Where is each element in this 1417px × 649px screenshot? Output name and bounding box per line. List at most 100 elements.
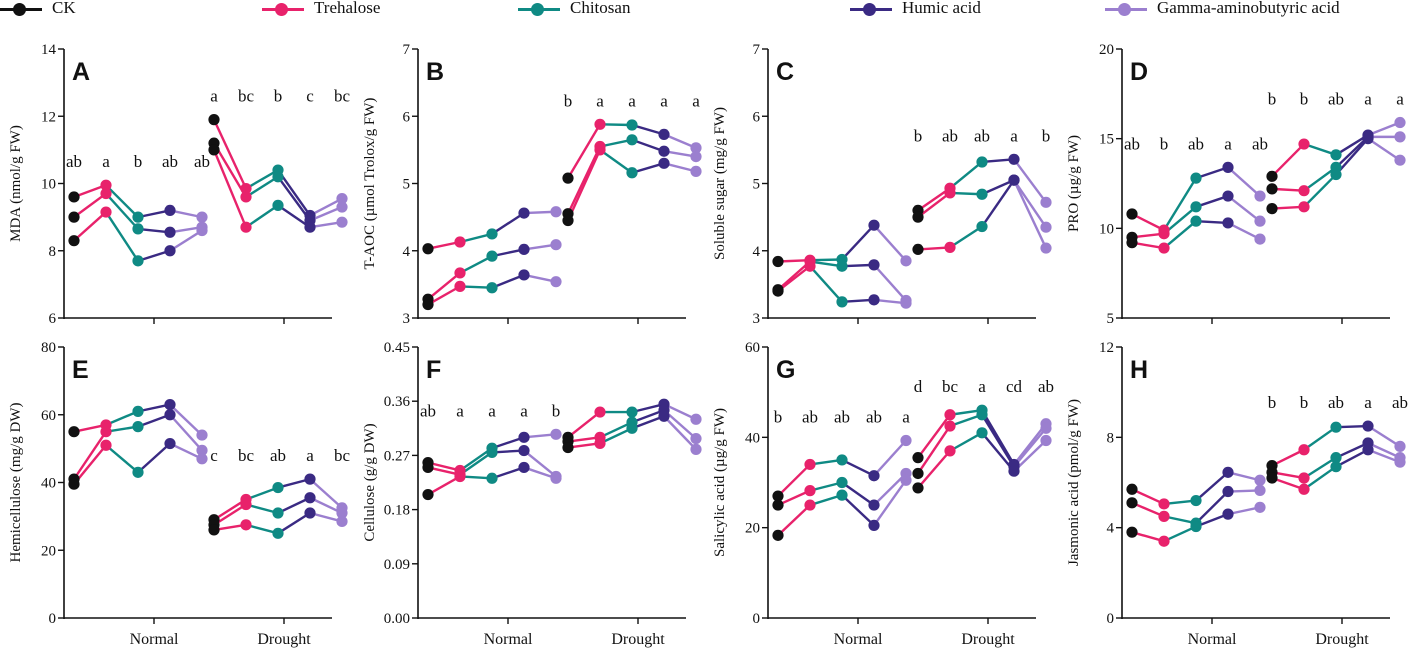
panel-label: F [426, 356, 441, 384]
data-point [1362, 444, 1374, 456]
series-line [1335, 441, 1369, 459]
series-line [105, 184, 139, 218]
data-point [868, 499, 880, 511]
data-point [100, 179, 112, 191]
data-point [68, 478, 80, 490]
y-tick-label: 12 [41, 109, 56, 125]
series-line [1013, 427, 1047, 468]
y-axis-label: Soluble sugar (mg/g FW) [712, 107, 728, 260]
data-point [272, 481, 284, 494]
y-tick-label: 0.18 [384, 503, 410, 519]
data-point [912, 467, 924, 480]
series-line [1303, 142, 1337, 156]
series-line [917, 425, 951, 475]
data-point [68, 235, 80, 247]
x-tick-label: Normal [1188, 631, 1237, 648]
data-point [1040, 196, 1052, 208]
data-point [900, 255, 912, 267]
significance-letter: ab [802, 407, 818, 426]
data-point [868, 294, 880, 306]
data-point [594, 118, 606, 130]
data-point [658, 410, 670, 422]
y-tick-label: 10 [41, 177, 56, 193]
data-point [912, 243, 924, 256]
series-line [169, 403, 203, 436]
data-point [272, 199, 284, 211]
data-point [1394, 116, 1406, 129]
data-point [208, 524, 220, 536]
data-point [900, 474, 912, 486]
series-line [73, 431, 107, 480]
series-line [245, 204, 279, 229]
series-line [1227, 221, 1261, 241]
data-point [550, 239, 562, 251]
data-point [1190, 172, 1202, 184]
y-tick-label: 3 [753, 311, 761, 327]
data-point [336, 201, 348, 213]
significance-letter: c [306, 87, 314, 106]
significance-letter: a [456, 401, 464, 420]
data-point [944, 409, 956, 421]
series-line [1271, 448, 1305, 467]
series-line [105, 192, 139, 230]
series-line [1335, 136, 1369, 169]
data-point [1298, 483, 1310, 495]
series-line [599, 427, 633, 445]
panel-label: D [1130, 58, 1148, 86]
data-point [912, 452, 924, 464]
series-line [631, 138, 665, 153]
data-point [132, 223, 144, 235]
data-point [336, 515, 348, 528]
series-line [169, 442, 203, 460]
y-tick-label: 20 [1099, 42, 1114, 58]
data-point [626, 422, 638, 434]
data-point [550, 472, 562, 484]
y-tick-label: 0.09 [384, 557, 410, 573]
data-point [1266, 203, 1278, 215]
series-line [631, 409, 665, 424]
data-point [304, 492, 316, 504]
data-point [164, 409, 176, 421]
data-point [868, 219, 880, 231]
series-line [873, 264, 907, 302]
series-line [841, 224, 875, 261]
significance-letter: b [1042, 126, 1051, 145]
series-line [1131, 488, 1165, 506]
series-line [949, 225, 983, 249]
series-line [1271, 143, 1305, 178]
significance-letter: b [134, 152, 143, 171]
data-point [1394, 131, 1406, 143]
data-point [422, 461, 434, 474]
data-point [240, 519, 252, 531]
data-point [68, 426, 80, 438]
series-line [523, 449, 557, 478]
data-point [196, 211, 208, 223]
series-line [980, 414, 1016, 468]
data-point [976, 220, 988, 233]
legend-marker [863, 3, 876, 16]
series-line [245, 175, 279, 198]
significance-letter: ab [1124, 134, 1140, 153]
series-line [104, 211, 140, 262]
series-line [980, 409, 1016, 466]
x-tick-label: Drought [611, 631, 665, 648]
data-point [1266, 170, 1278, 182]
x-tick-label: Drought [961, 631, 1015, 648]
significance-letter: ab [420, 401, 436, 420]
significance-letter: cd [1006, 377, 1023, 396]
series-line [105, 444, 139, 474]
series-line [491, 436, 525, 450]
series-line [137, 442, 171, 474]
significance-letter: a [596, 91, 604, 110]
series-line [917, 191, 951, 219]
data-point [1254, 484, 1266, 497]
significance-letter: ab [1392, 393, 1408, 412]
data-point [690, 151, 702, 163]
y-tick-label: 5 [1107, 311, 1115, 327]
series-line [1163, 220, 1197, 249]
y-tick-label: 20 [745, 521, 760, 537]
significance-letter: bc [238, 446, 255, 465]
data-point [1158, 535, 1170, 547]
significance-letter: bc [334, 87, 351, 106]
